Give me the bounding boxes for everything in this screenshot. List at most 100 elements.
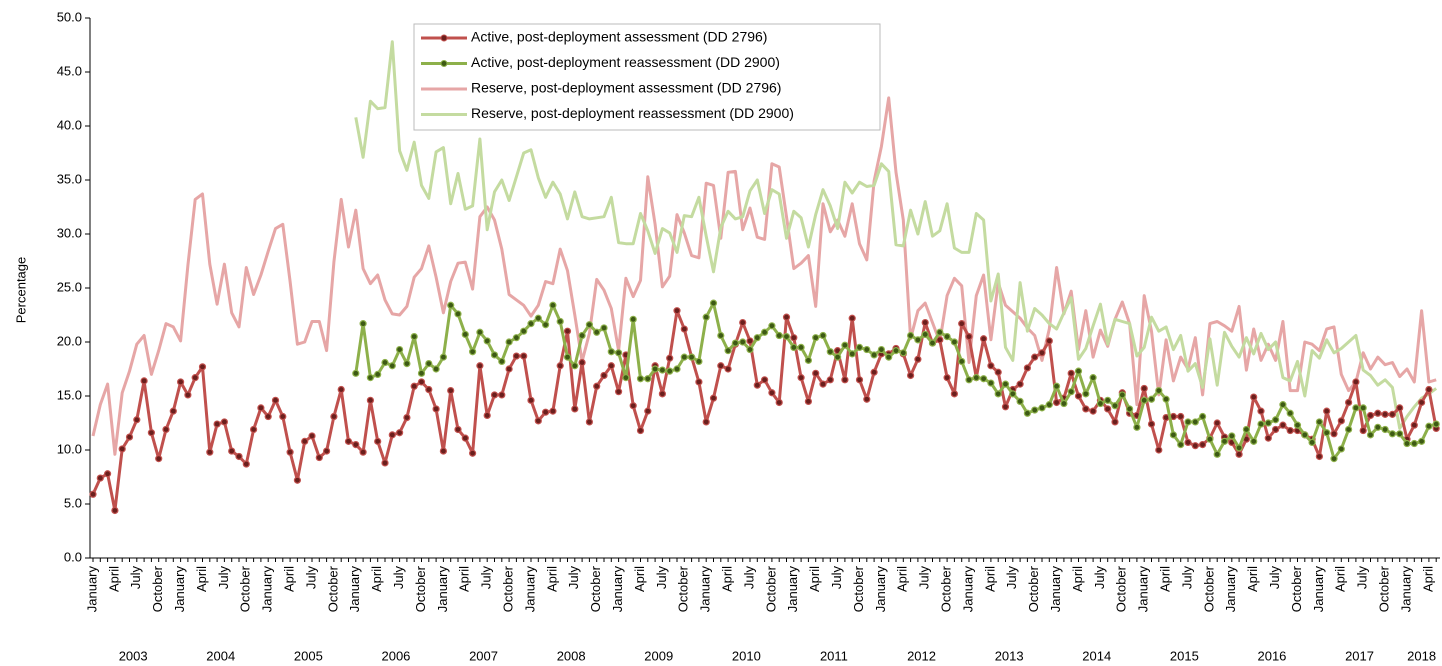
series-marker: [673, 307, 681, 315]
series-marker: [1337, 417, 1345, 425]
series-marker: [1425, 422, 1433, 430]
series-marker: [863, 395, 871, 403]
series-marker: [1359, 404, 1367, 412]
series-marker: [797, 343, 805, 351]
series-marker: [1184, 438, 1192, 447]
series-marker: [1279, 421, 1287, 429]
series-marker: [1104, 405, 1112, 413]
x-tick-label: April: [457, 566, 472, 592]
series-marker: [1038, 349, 1046, 357]
series-marker: [286, 448, 294, 456]
series-marker: [1352, 404, 1360, 412]
series-marker: [1417, 398, 1426, 407]
series-marker: [1388, 410, 1397, 418]
series-marker: [848, 314, 856, 322]
series-marker: [695, 357, 703, 366]
series-marker: [687, 353, 696, 361]
y-tick-label: 0.0: [64, 549, 82, 564]
x-tick-label: July: [917, 566, 932, 590]
series-marker: [359, 320, 367, 328]
series-marker: [746, 337, 754, 345]
series-marker: [1031, 353, 1039, 361]
series-marker: [1074, 392, 1083, 400]
series-marker: [994, 368, 1002, 376]
legend-marker: [440, 60, 448, 67]
series-marker: [301, 437, 309, 445]
series-marker: [1374, 409, 1382, 417]
series-marker: [709, 299, 718, 307]
series-marker: [425, 385, 433, 394]
series-marker: [731, 339, 740, 347]
series-marker: [505, 365, 513, 373]
series-marker: [490, 351, 499, 359]
series-marker: [943, 333, 951, 341]
series-marker: [928, 339, 937, 347]
series-marker: [1155, 387, 1163, 395]
series-marker: [177, 378, 185, 386]
x-tick-label: October: [238, 565, 253, 612]
series-marker: [1381, 425, 1389, 434]
series-marker: [147, 429, 155, 437]
series-marker: [125, 433, 134, 441]
series-marker: [454, 425, 462, 434]
series-marker: [1323, 429, 1331, 437]
x-tick-label: October: [413, 565, 428, 612]
series-marker: [622, 374, 630, 382]
series-marker: [644, 407, 652, 415]
y-tick-label: 5.0: [64, 495, 82, 510]
series-marker: [855, 343, 864, 351]
year-label: 2003: [119, 648, 148, 663]
series-marker: [819, 380, 827, 388]
series-marker: [505, 338, 513, 346]
series-marker: [1169, 431, 1178, 439]
y-tick-label: 40.0: [57, 117, 82, 132]
x-tick-label: July: [654, 566, 669, 590]
series-marker: [921, 330, 929, 339]
series-marker: [1191, 418, 1199, 426]
series-marker: [264, 412, 272, 421]
series-marker: [410, 382, 418, 390]
x-tick-label: January: [960, 566, 975, 613]
series-marker: [483, 411, 491, 420]
x-tick-label: July: [566, 566, 581, 590]
series-marker: [1111, 402, 1119, 410]
series-marker: [541, 321, 550, 329]
series-marker: [425, 360, 433, 368]
series-marker: [235, 452, 243, 461]
year-label: 2014: [1082, 648, 1111, 663]
series-marker: [979, 335, 988, 343]
series-marker: [403, 414, 411, 422]
series-marker: [600, 371, 608, 380]
series-marker: [855, 376, 864, 384]
x-tick-label: January: [522, 566, 537, 613]
series-marker: [1315, 418, 1324, 426]
series-marker: [1279, 401, 1287, 409]
series-marker: [1045, 337, 1053, 345]
series-marker: [702, 313, 710, 321]
series-marker: [483, 337, 491, 345]
series-marker: [1366, 411, 1375, 420]
series-marker: [695, 378, 703, 386]
x-tick-label: October: [150, 565, 165, 612]
series-marker: [140, 377, 148, 385]
series-marker: [563, 327, 572, 335]
legend-label: Active, post-deployment assessment (DD 2…: [471, 29, 767, 45]
series-marker: [1067, 369, 1075, 377]
year-label: 2009: [644, 648, 673, 663]
x-tick-label: January: [1136, 566, 1151, 613]
series-marker: [680, 325, 688, 333]
x-tick-label: January: [873, 566, 888, 613]
series-marker: [1264, 434, 1272, 442]
x-tick-label: January: [1048, 566, 1063, 613]
series-marker: [213, 420, 221, 428]
series-marker: [1023, 409, 1032, 417]
series-marker: [1052, 398, 1061, 407]
series-marker: [614, 388, 623, 396]
series-marker: [1250, 393, 1258, 401]
series-marker: [899, 349, 907, 357]
x-tick-label: January: [172, 566, 187, 613]
y-tick-label: 15.0: [57, 387, 82, 402]
series-marker: [155, 455, 163, 463]
x-tick-label: July: [829, 566, 844, 590]
series-marker: [629, 315, 637, 323]
